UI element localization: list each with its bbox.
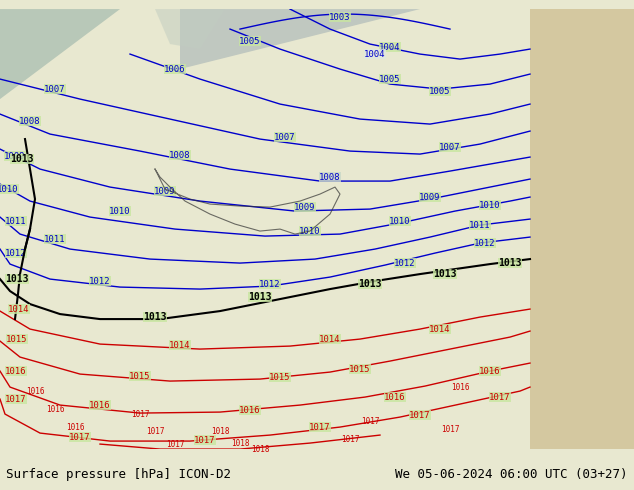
Polygon shape <box>180 9 420 69</box>
Text: 1009: 1009 <box>154 187 176 196</box>
Text: 1017: 1017 <box>410 411 430 419</box>
Text: 1017: 1017 <box>131 410 149 418</box>
Text: 1008: 1008 <box>320 172 340 182</box>
Text: 1015: 1015 <box>129 371 151 381</box>
Text: 1015: 1015 <box>6 335 27 343</box>
Text: 1009: 1009 <box>4 151 26 161</box>
Text: 1013: 1013 <box>249 292 272 302</box>
Text: 1010: 1010 <box>109 207 131 216</box>
Text: 1007: 1007 <box>44 85 66 94</box>
Text: 1012: 1012 <box>5 248 27 258</box>
Text: 1006: 1006 <box>164 65 186 74</box>
Text: 1009: 1009 <box>294 202 316 212</box>
Text: 1016: 1016 <box>66 422 84 432</box>
Text: 1010: 1010 <box>479 200 501 210</box>
Text: 1014: 1014 <box>320 335 340 343</box>
Text: 1016: 1016 <box>451 383 469 392</box>
Text: 1012: 1012 <box>474 239 496 247</box>
Text: 1011: 1011 <box>5 217 27 225</box>
Text: 1013: 1013 <box>143 312 167 322</box>
Text: 1016: 1016 <box>46 405 64 414</box>
Text: 1015: 1015 <box>349 365 371 373</box>
Text: 1017: 1017 <box>146 427 164 436</box>
Text: 1003: 1003 <box>329 13 351 22</box>
Text: 1017: 1017 <box>194 436 216 444</box>
Text: 1009: 1009 <box>419 193 441 201</box>
Text: 1018: 1018 <box>210 427 230 436</box>
Text: 1013: 1013 <box>5 274 29 284</box>
Text: 1004: 1004 <box>365 49 385 59</box>
Text: 1010: 1010 <box>389 217 411 225</box>
Text: 1015: 1015 <box>269 372 291 382</box>
Text: 1013: 1013 <box>358 279 382 289</box>
Text: 1012: 1012 <box>394 259 416 268</box>
Text: 1017: 1017 <box>309 422 331 432</box>
Text: 1010: 1010 <box>299 226 321 236</box>
Text: 1017: 1017 <box>489 392 511 402</box>
Text: 1014: 1014 <box>8 305 30 314</box>
Text: 1016: 1016 <box>384 392 406 402</box>
Text: 1017: 1017 <box>165 440 184 448</box>
Text: 1016: 1016 <box>89 400 111 410</box>
Text: 1008: 1008 <box>19 117 41 125</box>
Text: 1017: 1017 <box>361 416 379 426</box>
Text: 1016: 1016 <box>479 367 501 375</box>
Text: 1008: 1008 <box>169 150 191 160</box>
Text: 1012: 1012 <box>89 276 111 286</box>
Text: 1013: 1013 <box>10 154 34 164</box>
Polygon shape <box>0 9 120 99</box>
Text: 1005: 1005 <box>379 74 401 84</box>
Text: 1013: 1013 <box>498 258 522 268</box>
Text: 1017: 1017 <box>340 435 359 443</box>
Text: 1011: 1011 <box>469 220 491 230</box>
Text: 1012: 1012 <box>259 280 281 289</box>
Bar <box>530 9 634 449</box>
Text: 1014: 1014 <box>429 324 451 334</box>
Text: 1017: 1017 <box>5 394 27 404</box>
Text: We 05-06-2024 06:00 UTC (03+27): We 05-06-2024 06:00 UTC (03+27) <box>395 467 628 481</box>
Text: 1010: 1010 <box>0 185 19 194</box>
Text: 1018: 1018 <box>231 439 249 447</box>
Text: 1016: 1016 <box>239 406 261 415</box>
Text: 1005: 1005 <box>239 37 261 46</box>
Text: 1018: 1018 <box>251 444 269 454</box>
Text: 1016: 1016 <box>26 387 44 395</box>
Text: 1014: 1014 <box>169 341 191 349</box>
Text: 1017: 1017 <box>441 424 459 434</box>
Text: 1007: 1007 <box>275 133 295 142</box>
Text: 1007: 1007 <box>439 143 461 151</box>
Polygon shape <box>155 9 225 49</box>
Text: 1013: 1013 <box>433 269 456 279</box>
Text: 1005: 1005 <box>429 87 451 96</box>
Text: 1004: 1004 <box>379 43 401 51</box>
Text: 1016: 1016 <box>5 367 27 375</box>
Text: Surface pressure [hPa] ICON-D2: Surface pressure [hPa] ICON-D2 <box>6 467 231 481</box>
Text: 1017: 1017 <box>69 433 91 441</box>
Text: 1011: 1011 <box>44 235 66 244</box>
